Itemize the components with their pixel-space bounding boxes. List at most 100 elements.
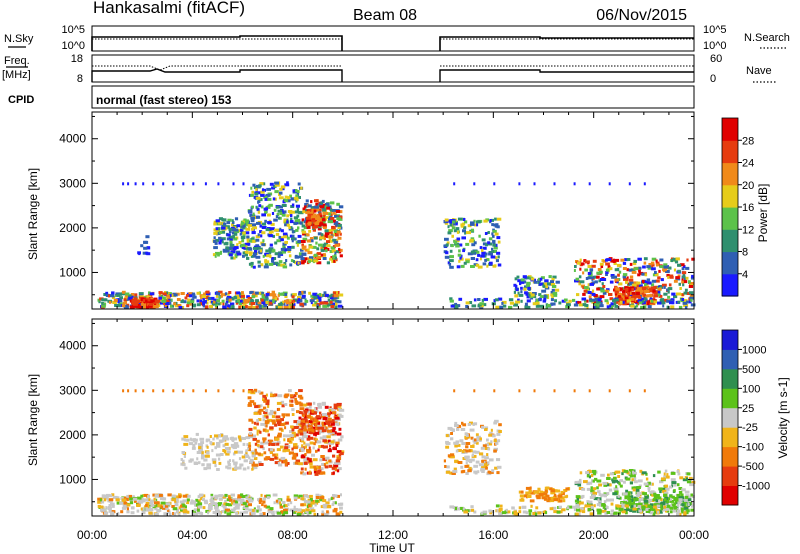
power-cell (229, 240, 233, 244)
power-cell (473, 182, 476, 186)
power-cell (609, 297, 614, 301)
velocity-cell (332, 471, 335, 475)
power-cell (620, 258, 625, 262)
power-cell (646, 278, 651, 282)
velocity-cell (480, 446, 485, 450)
velocity-cell (641, 505, 646, 509)
power-cell (268, 203, 273, 207)
power-cell (454, 242, 459, 246)
velocity-cell (180, 458, 183, 461)
power-cell (248, 225, 251, 229)
velocity-cell (681, 507, 685, 511)
power-cell (267, 221, 272, 225)
power-cell (268, 262, 274, 266)
power-cell (625, 302, 630, 306)
velocity-cell (254, 442, 258, 446)
power-cell (306, 257, 311, 261)
power-cell (277, 209, 283, 213)
velocity-cell (224, 499, 227, 503)
power-cell (258, 184, 262, 188)
power-cell (181, 299, 184, 303)
velocity-cell (324, 513, 329, 516)
velocity-cell (606, 511, 611, 514)
power-cell (260, 190, 265, 194)
power-cell (568, 299, 572, 303)
power-cell (312, 292, 318, 296)
velocity-cell (138, 500, 143, 504)
velocity-cell (175, 510, 179, 514)
velocity-cell (589, 496, 595, 499)
velocity-cell (304, 467, 307, 471)
power-cell (321, 301, 326, 305)
power-cell (272, 300, 275, 304)
velocity-cell (460, 465, 464, 469)
velocity-cell (333, 461, 339, 465)
velocity-cell (241, 437, 246, 440)
power-cell (594, 297, 599, 301)
velocity-cell (224, 447, 230, 450)
power-cell (286, 301, 291, 305)
velocity-cell (272, 393, 276, 397)
velocity-cell (625, 477, 631, 481)
velocity-cell (279, 503, 282, 507)
power-cell (447, 219, 451, 223)
velocity-cell (682, 503, 685, 507)
velocity-cell (264, 420, 270, 424)
power-cell (321, 293, 327, 297)
power-cell (648, 263, 652, 266)
power-cell (526, 299, 531, 303)
power-cell (323, 301, 329, 305)
power-cell (591, 292, 596, 296)
power-cell (494, 232, 499, 236)
velocity-cell (544, 486, 548, 490)
velocity-cell (334, 468, 338, 472)
velocity-cell (317, 421, 321, 425)
power-cell (256, 207, 259, 211)
power-cell (292, 293, 297, 297)
power-cell (127, 182, 130, 186)
velocity-cell (317, 405, 322, 409)
velocity-cell (677, 504, 680, 508)
power-cell (499, 305, 504, 309)
velocity-cell (323, 463, 326, 467)
velocity-cell (590, 505, 594, 509)
velocity-cell (486, 453, 489, 457)
power-cell (463, 261, 467, 265)
power-cell (189, 302, 192, 306)
power-cell (573, 303, 579, 307)
velocity-cell (269, 409, 273, 413)
power-cell (624, 296, 629, 300)
velocity-cell (137, 496, 142, 500)
velocity-cell (321, 423, 326, 427)
velocity-cell (632, 507, 637, 511)
power-cell (524, 302, 528, 306)
power-cell (322, 208, 327, 212)
power-cell (502, 304, 507, 308)
velocity-cell (312, 446, 315, 450)
velocity-cell (331, 466, 337, 470)
power-cell (240, 225, 245, 229)
power-cell (689, 294, 695, 298)
velocity-cell (662, 508, 665, 512)
velocity-cell (282, 460, 288, 464)
power-cell (190, 300, 195, 304)
velocity-cell (322, 435, 327, 439)
velocity-cell (309, 507, 315, 511)
power-cell (244, 253, 248, 257)
power-cell (271, 212, 275, 215)
power-cell (276, 205, 279, 209)
power-cell (250, 261, 254, 265)
power-cell (491, 232, 494, 236)
velocity-cell (296, 453, 299, 457)
velocity-cell (659, 480, 664, 484)
velocity-cell (268, 443, 271, 446)
velocity-cell (665, 499, 669, 503)
power-cell (239, 232, 242, 236)
power-cell (584, 268, 588, 272)
power-cell (261, 222, 267, 226)
velocity-cell (162, 497, 167, 501)
velocity-cell (105, 506, 108, 510)
velocity-cell (293, 420, 299, 424)
velocity-cell (234, 506, 240, 510)
power-colorbar-segment (722, 229, 738, 253)
